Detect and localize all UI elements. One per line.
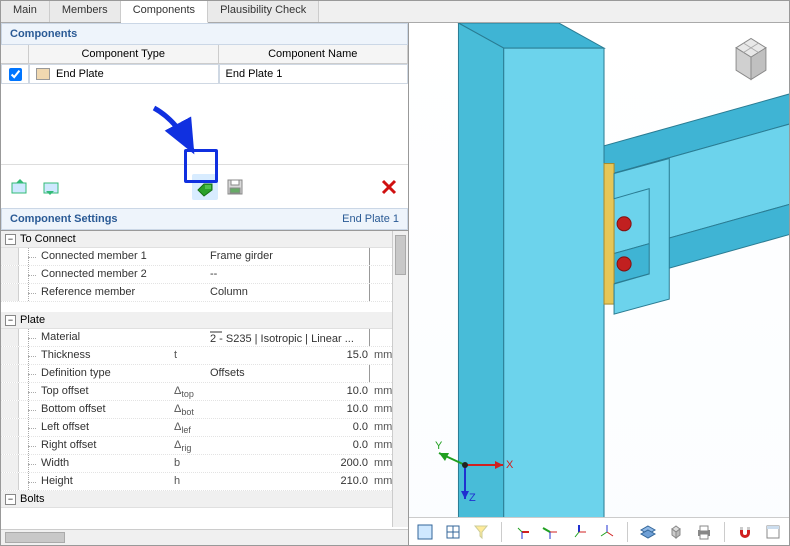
view-select-button[interactable] <box>413 519 437 545</box>
group-to-connect[interactable]: −To Connect <box>1 231 408 248</box>
col-type: Component Type <box>29 45 219 63</box>
view-cube-button[interactable] <box>664 519 688 545</box>
settings-scrollbar-v[interactable] <box>392 231 408 527</box>
settings-title: Component Settings <box>10 213 118 225</box>
left-panel: Components Component Type Component Name… <box>1 23 409 545</box>
col-checkbox <box>1 45 29 63</box>
settings-subtitle: End Plate 1 <box>342 213 399 225</box>
view-print-button[interactable] <box>692 519 716 545</box>
type-swatch-icon <box>36 68 50 80</box>
prop-connected-member-2[interactable]: Connected member 2-- <box>1 266 408 284</box>
row-type-label: End Plate <box>56 68 104 80</box>
svg-text:Z: Z <box>469 492 476 504</box>
prop-width[interactable]: Widthb200.0mm <box>1 455 408 473</box>
svg-text:Y: Y <box>435 440 443 452</box>
3d-view-panel: X Y Z <box>409 23 789 545</box>
view-magnet-button[interactable] <box>733 519 757 545</box>
prop-reference-member[interactable]: Reference memberColumn <box>1 284 408 302</box>
prop-top-offset[interactable]: Top offsetΔtop10.0mm <box>1 383 408 401</box>
tab-plausibility[interactable]: Plausibility Check <box>208 1 319 22</box>
tab-main[interactable]: Main <box>1 1 50 22</box>
view-mode-button[interactable] <box>441 519 465 545</box>
svg-text:X: X <box>506 459 514 471</box>
table-row[interactable]: End Plate End Plate 1 <box>1 64 408 84</box>
col-name: Component Name <box>219 45 409 63</box>
prop-thickness[interactable]: Thicknesst15.0mm <box>1 347 408 365</box>
collapse-icon[interactable]: − <box>5 234 16 245</box>
components-header: Components <box>1 23 408 45</box>
view-iso-button[interactable] <box>595 519 619 545</box>
prop-connected-member-1[interactable]: Connected member 1Frame girder <box>1 248 408 266</box>
tab-members[interactable]: Members <box>50 1 121 22</box>
view-filter-button[interactable] <box>469 519 493 545</box>
material-swatch-icon <box>210 331 222 333</box>
view-toolbar <box>409 517 789 545</box>
components-table: Component Type Component Name End Plate … <box>1 45 408 164</box>
tab-bar: Main Members Components Plausibility Che… <box>1 1 789 23</box>
prop-right-offset[interactable]: Right offsetΔrig0.0mm <box>1 437 408 455</box>
components-title: Components <box>10 28 77 40</box>
pick-element-button[interactable] <box>192 174 218 200</box>
row-checkbox[interactable] <box>9 68 22 81</box>
settings-grid[interactable]: −To ConnectConnected member 1Frame girde… <box>1 230 408 545</box>
prop-left-offset[interactable]: Left offsetΔlef0.0mm <box>1 419 408 437</box>
settings-scrollbar-h[interactable] <box>1 529 408 545</box>
collapse-icon[interactable]: − <box>5 494 16 505</box>
components-toolbar <box>1 164 408 208</box>
delete-button[interactable] <box>376 174 402 200</box>
prop-material[interactable]: Material2 - S235 | Isotropic | Linear ..… <box>1 329 408 347</box>
view-new-window-button[interactable] <box>761 519 785 545</box>
row-name-cell[interactable]: End Plate 1 <box>219 64 409 84</box>
view-layers-button[interactable] <box>636 519 660 545</box>
prop-height[interactable]: Heighth210.0mm <box>1 473 408 491</box>
add-left-button[interactable] <box>7 174 33 200</box>
prop-bottom-offset[interactable]: Bottom offsetΔbot10.0mm <box>1 401 408 419</box>
prop-definition-type[interactable]: Definition typeOffsets <box>1 365 408 383</box>
add-right-button[interactable] <box>37 174 63 200</box>
axes-gizmo-icon: X Y Z <box>435 435 515 505</box>
row-type-cell[interactable]: End Plate <box>29 64 219 84</box>
group-bolts[interactable]: −Bolts <box>1 491 408 508</box>
collapse-icon[interactable]: − <box>5 315 16 326</box>
settings-header: Component Settings End Plate 1 <box>1 208 408 230</box>
navcube-icon[interactable] <box>723 31 779 87</box>
view-y-button[interactable] <box>538 519 562 545</box>
view-z-button[interactable] <box>566 519 590 545</box>
view-x-button[interactable] <box>510 519 534 545</box>
group-plate[interactable]: −Plate <box>1 312 408 329</box>
3d-viewport[interactable]: X Y Z <box>409 23 789 545</box>
tab-components[interactable]: Components <box>121 1 208 23</box>
save-config-button[interactable] <box>222 174 248 200</box>
